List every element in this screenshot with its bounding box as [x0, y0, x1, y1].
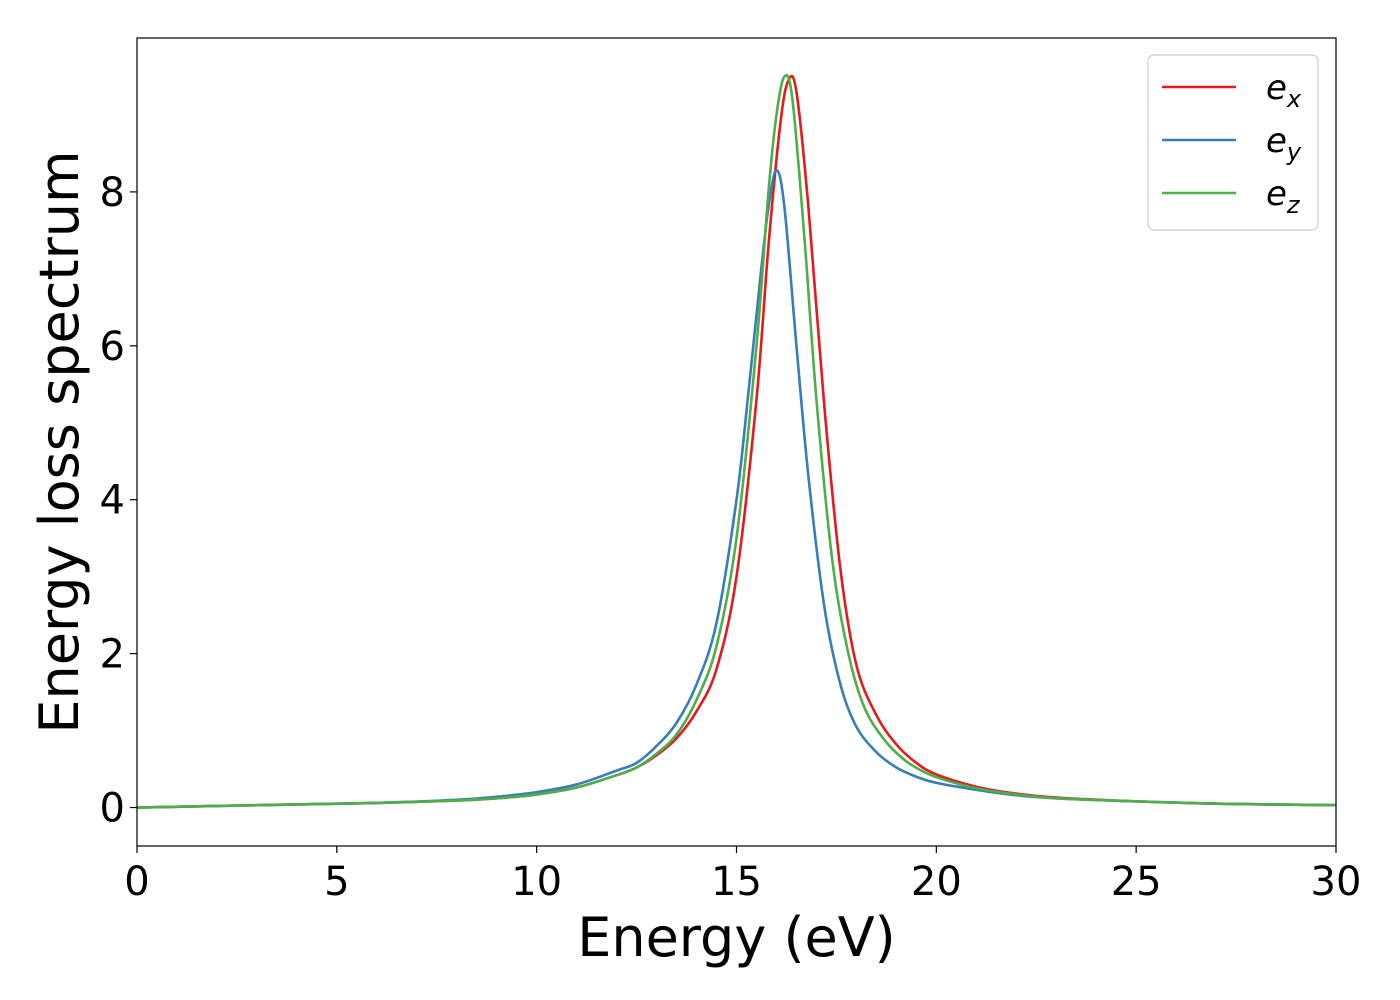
series-line-z [136, 73, 1337, 809]
legend-label-base: e [1266, 174, 1287, 214]
x-tick-label: 20 [911, 859, 962, 905]
x-tick-label: 10 [511, 859, 562, 905]
x-tick-label: 5 [324, 859, 349, 905]
x-axis-ticks: 0 5 10 15 20 25 30 [124, 846, 1361, 905]
legend-label-z: ez [1266, 174, 1301, 219]
legend-label-base: e [1266, 121, 1287, 161]
x-tick-label: 25 [1111, 859, 1162, 905]
legend-label-x: ex [1266, 68, 1302, 113]
y-tick-label: 4 [100, 478, 125, 524]
series-layer [136, 73, 1337, 809]
legend-label-subscript: y [1286, 138, 1302, 166]
y-tick-label: 6 [100, 324, 125, 370]
legend-label-y: ey [1266, 121, 1302, 166]
y-axis-label: Energy loss spectrum [28, 150, 91, 733]
legend-box [1147, 54, 1319, 231]
legend-label-subscript: x [1286, 85, 1302, 113]
y-tick-label: 2 [100, 632, 125, 678]
x-tick-label: 15 [711, 859, 762, 905]
x-tick-label: 30 [1311, 859, 1362, 905]
y-tick-label: 8 [100, 170, 125, 216]
legend-label-subscript: z [1286, 191, 1301, 219]
legend-label-base: e [1266, 68, 1287, 108]
series-line-y [136, 169, 1337, 809]
y-axis-ticks: 0 2 4 6 8 [100, 170, 137, 832]
y-tick-label: 0 [100, 786, 125, 832]
x-axis-label: Energy (eV) [577, 906, 896, 969]
x-tick-label: 0 [124, 859, 149, 905]
